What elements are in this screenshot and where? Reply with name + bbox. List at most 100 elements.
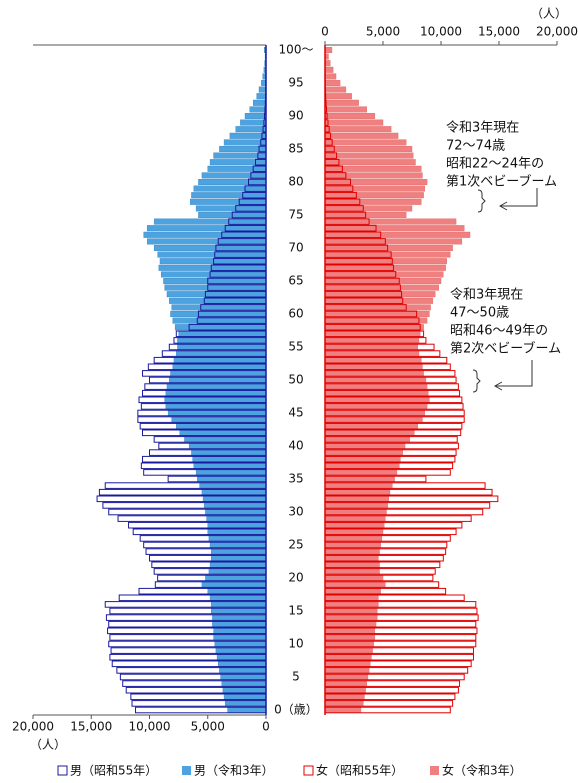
bar	[324, 627, 376, 634]
bar	[324, 660, 371, 667]
bar	[324, 476, 395, 483]
bar	[170, 311, 267, 318]
bar	[324, 304, 431, 311]
bar	[209, 594, 267, 601]
bar	[324, 178, 428, 185]
y-tick-label: 100～	[279, 43, 314, 57]
bar	[324, 126, 392, 133]
y-tick-label: 20	[288, 571, 303, 585]
bar	[324, 707, 362, 714]
bar	[160, 271, 267, 278]
bar	[324, 152, 414, 159]
bar	[178, 330, 267, 337]
bar	[324, 317, 428, 324]
x-tick-label: 5,000	[366, 25, 400, 39]
y-tick-label: 80	[288, 175, 303, 189]
bar	[212, 614, 267, 621]
bar	[324, 502, 388, 509]
bar	[223, 693, 267, 700]
bar	[159, 258, 267, 265]
bar	[324, 390, 429, 397]
bar	[157, 251, 267, 258]
bar	[324, 693, 365, 700]
bar	[324, 601, 379, 608]
bar	[204, 502, 267, 509]
bar	[211, 555, 267, 562]
annotation: 47～50歳	[450, 306, 509, 321]
bar	[207, 165, 267, 172]
bar	[235, 126, 267, 133]
bar	[324, 244, 453, 251]
y-tick-label: 75	[288, 208, 303, 222]
bar	[173, 357, 267, 364]
bar	[324, 231, 471, 238]
bar	[324, 489, 391, 496]
bar	[201, 172, 267, 179]
bar	[249, 106, 267, 113]
annotation: 令和3年現在	[446, 121, 519, 136]
bar	[143, 231, 267, 238]
bar	[211, 601, 267, 608]
bar	[324, 680, 367, 687]
x-tick-label: 0	[262, 720, 270, 734]
y-tick-label: 45	[288, 406, 303, 420]
bar	[324, 561, 380, 568]
bar	[324, 370, 424, 377]
bar	[252, 99, 267, 106]
bar	[324, 588, 381, 595]
bar	[324, 218, 457, 225]
bar	[324, 674, 369, 681]
bar	[256, 93, 267, 100]
bar	[167, 410, 267, 417]
bar	[324, 192, 424, 199]
bar	[324, 99, 359, 106]
bar	[197, 476, 267, 483]
bar	[324, 608, 378, 615]
bar	[324, 66, 334, 73]
bar	[324, 284, 439, 291]
y-tick-label: 35	[288, 472, 303, 486]
bar	[324, 291, 436, 298]
bar	[169, 377, 267, 384]
annotation: 令和3年現在	[450, 288, 523, 303]
bar	[324, 667, 370, 674]
bar	[223, 139, 267, 146]
bar	[324, 112, 376, 119]
bar	[222, 687, 267, 694]
x-tick-label: 10,000	[420, 25, 462, 39]
bar	[324, 297, 434, 304]
bar	[324, 495, 389, 502]
bar	[177, 344, 267, 351]
bar	[324, 568, 380, 575]
y-tick-label: 95	[288, 76, 303, 90]
bar	[324, 687, 366, 694]
bar	[170, 370, 267, 377]
bar	[195, 205, 267, 212]
bar	[163, 278, 267, 285]
bar	[324, 429, 415, 436]
bar	[202, 495, 267, 502]
bar	[324, 377, 427, 384]
bar	[201, 581, 267, 588]
bar	[177, 337, 267, 344]
bar	[324, 542, 381, 549]
bar	[324, 93, 352, 100]
legend-swatch	[57, 765, 68, 776]
bar	[324, 456, 401, 463]
bar	[165, 403, 267, 410]
bar	[324, 634, 376, 641]
bar	[324, 416, 423, 423]
y-tick-label: 5	[292, 670, 300, 684]
bar	[176, 350, 267, 357]
x-tick-label: 20,000	[536, 25, 578, 39]
bar	[205, 575, 267, 582]
legend-label: 女（令和3年）	[442, 763, 522, 778]
bar	[221, 680, 267, 687]
bar	[324, 139, 407, 146]
bar	[164, 396, 267, 403]
bar	[201, 489, 267, 496]
bar	[191, 192, 267, 199]
bar	[214, 641, 267, 648]
bar	[324, 436, 410, 443]
y-tick-label: 85	[288, 142, 303, 156]
